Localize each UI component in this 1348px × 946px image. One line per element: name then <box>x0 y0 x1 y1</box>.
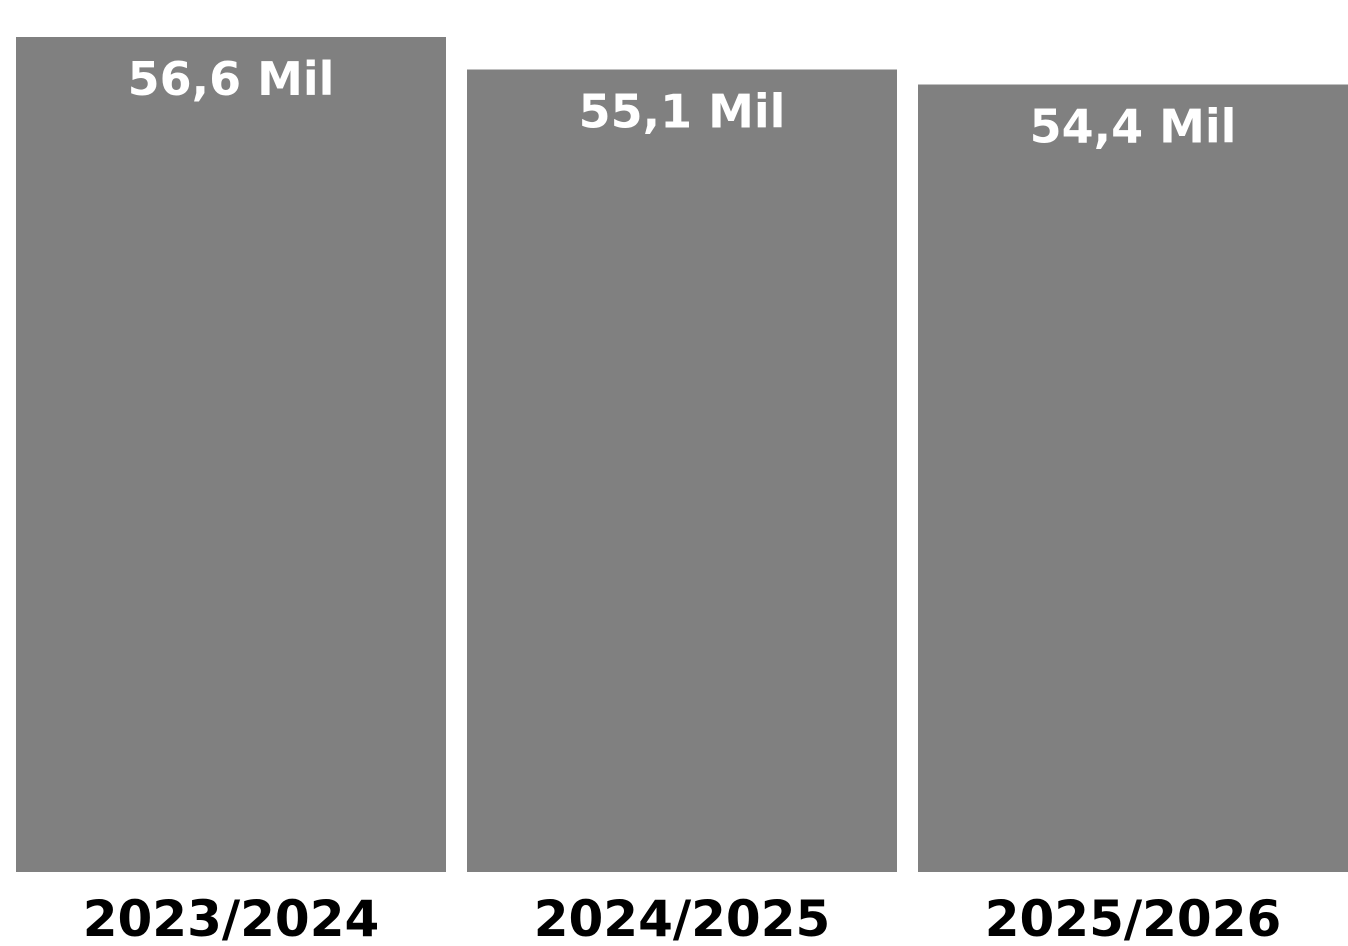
bars-group <box>16 37 1348 873</box>
category-labels-group: 2023/2024 2024/2025 2025/2026 <box>83 890 1282 946</box>
data-label-2024-2025: 55,1 Mil <box>579 84 786 138</box>
category-label-2025-2026: 2025/2026 <box>985 890 1282 946</box>
category-label-2023-2024: 2023/2024 <box>83 890 380 946</box>
bar-2025-2026 <box>918 84 1348 872</box>
bar-2024-2025 <box>467 69 897 873</box>
bar-2023-2024 <box>16 37 446 872</box>
category-label-2024-2025: 2024/2025 <box>534 890 831 946</box>
data-label-2025-2026: 54,4 Mil <box>1030 100 1237 154</box>
data-labels-group: 56,6 Mil 55,1 Mil 54,4 Mil <box>128 52 1237 154</box>
data-label-2023-2024: 56,6 Mil <box>128 52 335 106</box>
